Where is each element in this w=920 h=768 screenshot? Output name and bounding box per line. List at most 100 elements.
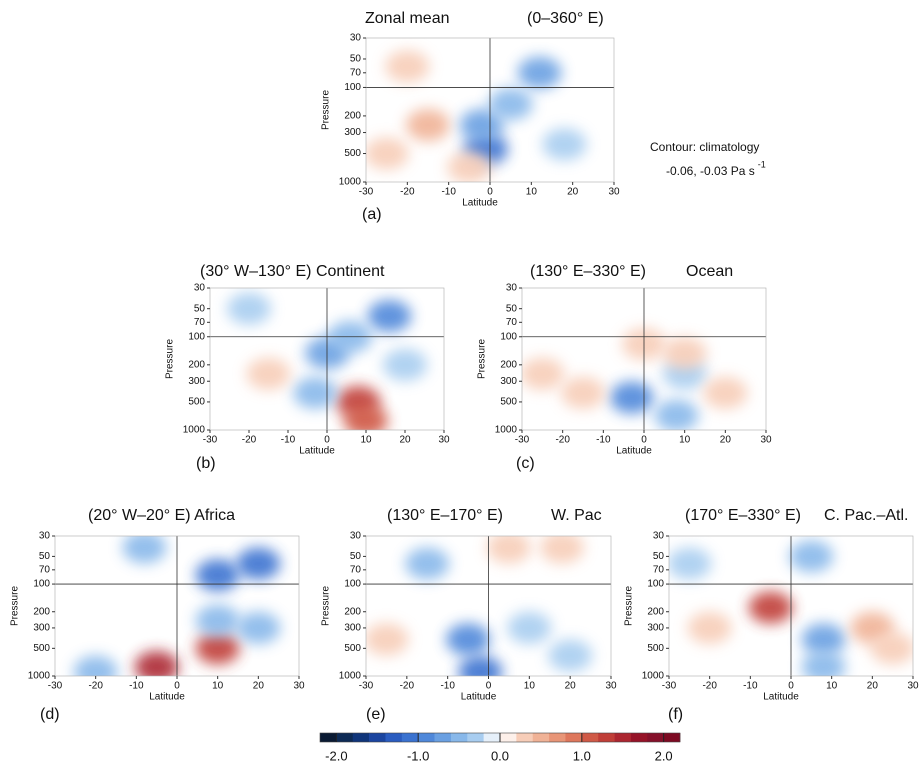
y-tick-label: 30 [350, 531, 362, 542]
field-blob [458, 655, 503, 676]
field-blob [383, 348, 427, 381]
field-blob [687, 611, 732, 644]
colorbar-tick-label: 1.0 [573, 748, 591, 763]
field-blob [801, 623, 846, 656]
y-tick-label: 500 [33, 643, 50, 654]
y-axis-label: Pressure [165, 339, 176, 379]
x-tick-label: 20 [720, 435, 732, 446]
field-blob [122, 536, 167, 564]
panel: -30 -20 -10 0 10 20 30 30 50 70 100 200 300 500 1000 La… [477, 263, 772, 472]
y-tick-label: 50 [39, 551, 51, 562]
y-tick-label: 300 [647, 623, 664, 634]
x-tick-label: -30 [203, 435, 218, 446]
x-tick-label: 10 [212, 681, 224, 692]
y-axis-label: Pressure [321, 90, 332, 130]
y-tick-label: 500 [647, 643, 664, 654]
field-blob [236, 611, 281, 644]
y-tick-label: 500 [188, 397, 205, 408]
y-tick-label: 70 [194, 317, 206, 328]
y-tick-label: 300 [344, 127, 361, 138]
panel-title: Ocean [686, 263, 733, 280]
field-blob [540, 536, 584, 564]
x-tick-label: 0 [487, 187, 493, 198]
field-blob [366, 623, 409, 656]
field-blob [236, 547, 281, 580]
colorbar-swatch [320, 733, 337, 742]
field-blob [703, 376, 748, 409]
field-blob [486, 536, 531, 564]
x-tick-label: 20 [567, 187, 579, 198]
colorbar-swatch [647, 733, 664, 742]
y-tick-label: 100 [647, 579, 664, 590]
panel-label: (f) [668, 706, 683, 723]
field-blob [789, 540, 834, 573]
panel: -30 -20 -10 0 10 20 30 30 50 70 100 200 300 500 1000 La… [321, 507, 617, 723]
field-blob [609, 381, 654, 414]
x-tick-label: -10 [440, 681, 455, 692]
x-tick-label: 20 [253, 681, 265, 692]
x-tick-label: 30 [760, 435, 772, 446]
x-tick-label: -30 [359, 187, 374, 198]
field-blob [662, 337, 707, 370]
field-blob [870, 632, 913, 665]
y-tick-label: 200 [647, 606, 664, 617]
x-tick-label: 20 [867, 681, 879, 692]
x-tick-label: -10 [441, 187, 456, 198]
field-blob [246, 357, 291, 390]
field-blob [405, 547, 450, 580]
x-tick-label: -20 [702, 681, 717, 692]
panel: -30 -20 -10 0 10 20 30 30 50 70 100 200 300 500 1000 La… [10, 507, 305, 723]
field-blob [522, 357, 565, 390]
x-tick-label: 0 [641, 435, 647, 446]
annotation: Contour: climatology [650, 140, 759, 154]
x-axis-label: Latitude [461, 692, 497, 703]
colorbar-swatch [565, 733, 583, 742]
field-blob [488, 88, 533, 121]
colorbar-swatch [532, 733, 550, 742]
panel: -30 -20 -10 0 10 20 30 30 50 70 100 200 300 500 1000 La… [165, 263, 450, 472]
field-blob [227, 292, 271, 325]
y-tick-label: 300 [344, 623, 361, 634]
x-tick-label: -30 [515, 435, 530, 446]
x-axis-label: Latitude [462, 198, 498, 209]
x-tick-label: -30 [359, 681, 374, 692]
field-blob [406, 109, 450, 142]
x-tick-label: 10 [360, 435, 372, 446]
field-blob [446, 623, 491, 656]
y-tick-label: 200 [188, 359, 205, 370]
colorbar-swatch [434, 733, 452, 742]
y-tick-label: 100 [500, 331, 517, 342]
y-tick-label: 500 [344, 643, 361, 654]
colorbar-swatch [467, 733, 484, 742]
y-tick-label: 30 [653, 531, 665, 542]
y-tick-label: 30 [350, 33, 362, 44]
y-tick-label: 50 [350, 54, 362, 65]
x-tick-label: -20 [88, 681, 103, 692]
field-blob [748, 591, 793, 624]
x-tick-label: 10 [679, 435, 691, 446]
x-axis-label: Latitude [149, 692, 185, 703]
panel-label: (e) [366, 706, 386, 723]
colorbar-tick-label: -2.0 [325, 748, 347, 763]
plot-area [366, 38, 614, 182]
field-blob [801, 651, 846, 676]
x-tick-label: 30 [608, 187, 620, 198]
panel-title: (20° W–20° E) Africa [88, 507, 235, 524]
field-blob [293, 376, 338, 409]
y-tick-label: 1000 [495, 425, 518, 436]
y-tick-label: 50 [653, 551, 665, 562]
y-tick-label: 200 [33, 606, 50, 617]
y-tick-label: 100 [188, 331, 205, 342]
colorbar-swatch [336, 733, 354, 742]
panel-title: (170° E–330° E) [685, 507, 801, 524]
colorbar-swatch [450, 733, 468, 742]
x-tick-label: 10 [826, 681, 838, 692]
colorbar-swatch [663, 733, 681, 742]
field-blob [366, 137, 409, 170]
x-axis-label: Latitude [299, 446, 335, 457]
field-blob [542, 128, 587, 161]
colorbar-swatch [401, 733, 419, 742]
field-blob [385, 50, 430, 83]
y-tick-label: 1000 [642, 671, 665, 682]
y-tick-label: 500 [344, 148, 361, 159]
